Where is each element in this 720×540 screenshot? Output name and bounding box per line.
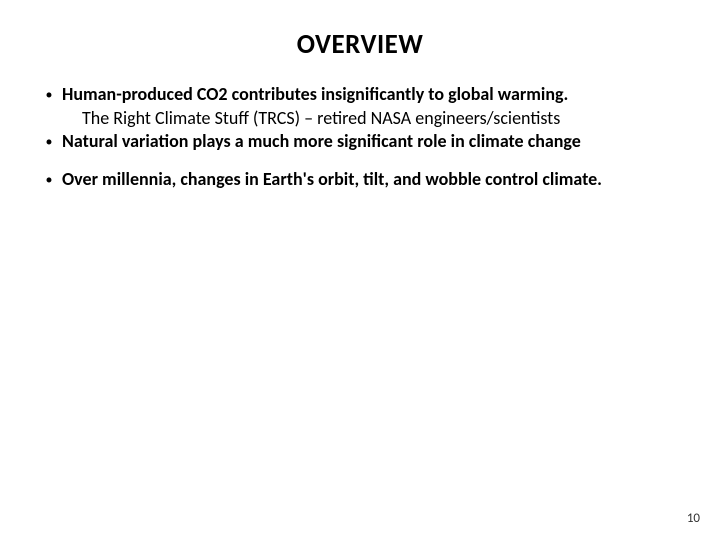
bullet-subtext: The Right Climate Stuff (TRCS) – retired… xyxy=(36,107,684,130)
bullet-item: • Natural variation plays a much more si… xyxy=(36,130,684,154)
bullet-dot-icon: • xyxy=(36,168,62,192)
slide: OVERVIEW • Human-produced CO2 contribute… xyxy=(0,0,720,540)
bullet-dot-icon: • xyxy=(36,130,62,154)
slide-content: • Human-produced CO2 contributes insigni… xyxy=(36,83,684,192)
bullet-text: Human-produced CO2 contributes insignifi… xyxy=(62,83,684,106)
page-number: 10 xyxy=(687,511,700,526)
bullet-text: Over millennia, changes in Earth's orbit… xyxy=(62,168,684,191)
bullet-item: • Over millennia, changes in Earth's orb… xyxy=(36,168,684,192)
bullet-dot-icon: • xyxy=(36,83,62,107)
bullet-item: • Human-produced CO2 contributes insigni… xyxy=(36,83,684,107)
bullet-text: Natural variation plays a much more sign… xyxy=(62,130,684,153)
slide-title: OVERVIEW xyxy=(36,28,684,61)
